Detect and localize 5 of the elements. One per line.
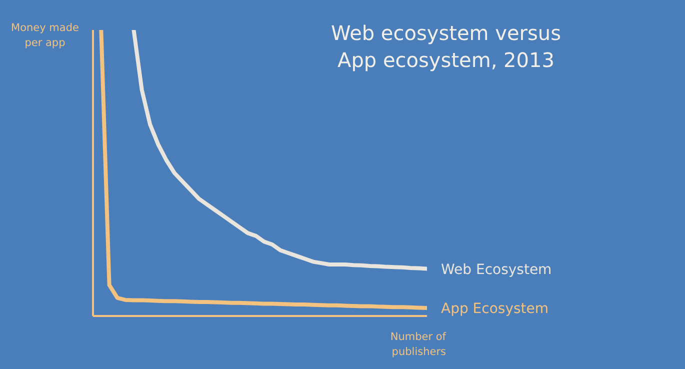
series-label: App Ecosystem: [441, 300, 549, 317]
series-label: Web Ecosystem: [441, 262, 552, 278]
chart-title: Web ecosystem versus App ecosystem, 2013: [330, 20, 562, 74]
x-axis-title: Number of publishers: [389, 330, 446, 360]
y-axis-title: Money made per app: [10, 21, 80, 51]
